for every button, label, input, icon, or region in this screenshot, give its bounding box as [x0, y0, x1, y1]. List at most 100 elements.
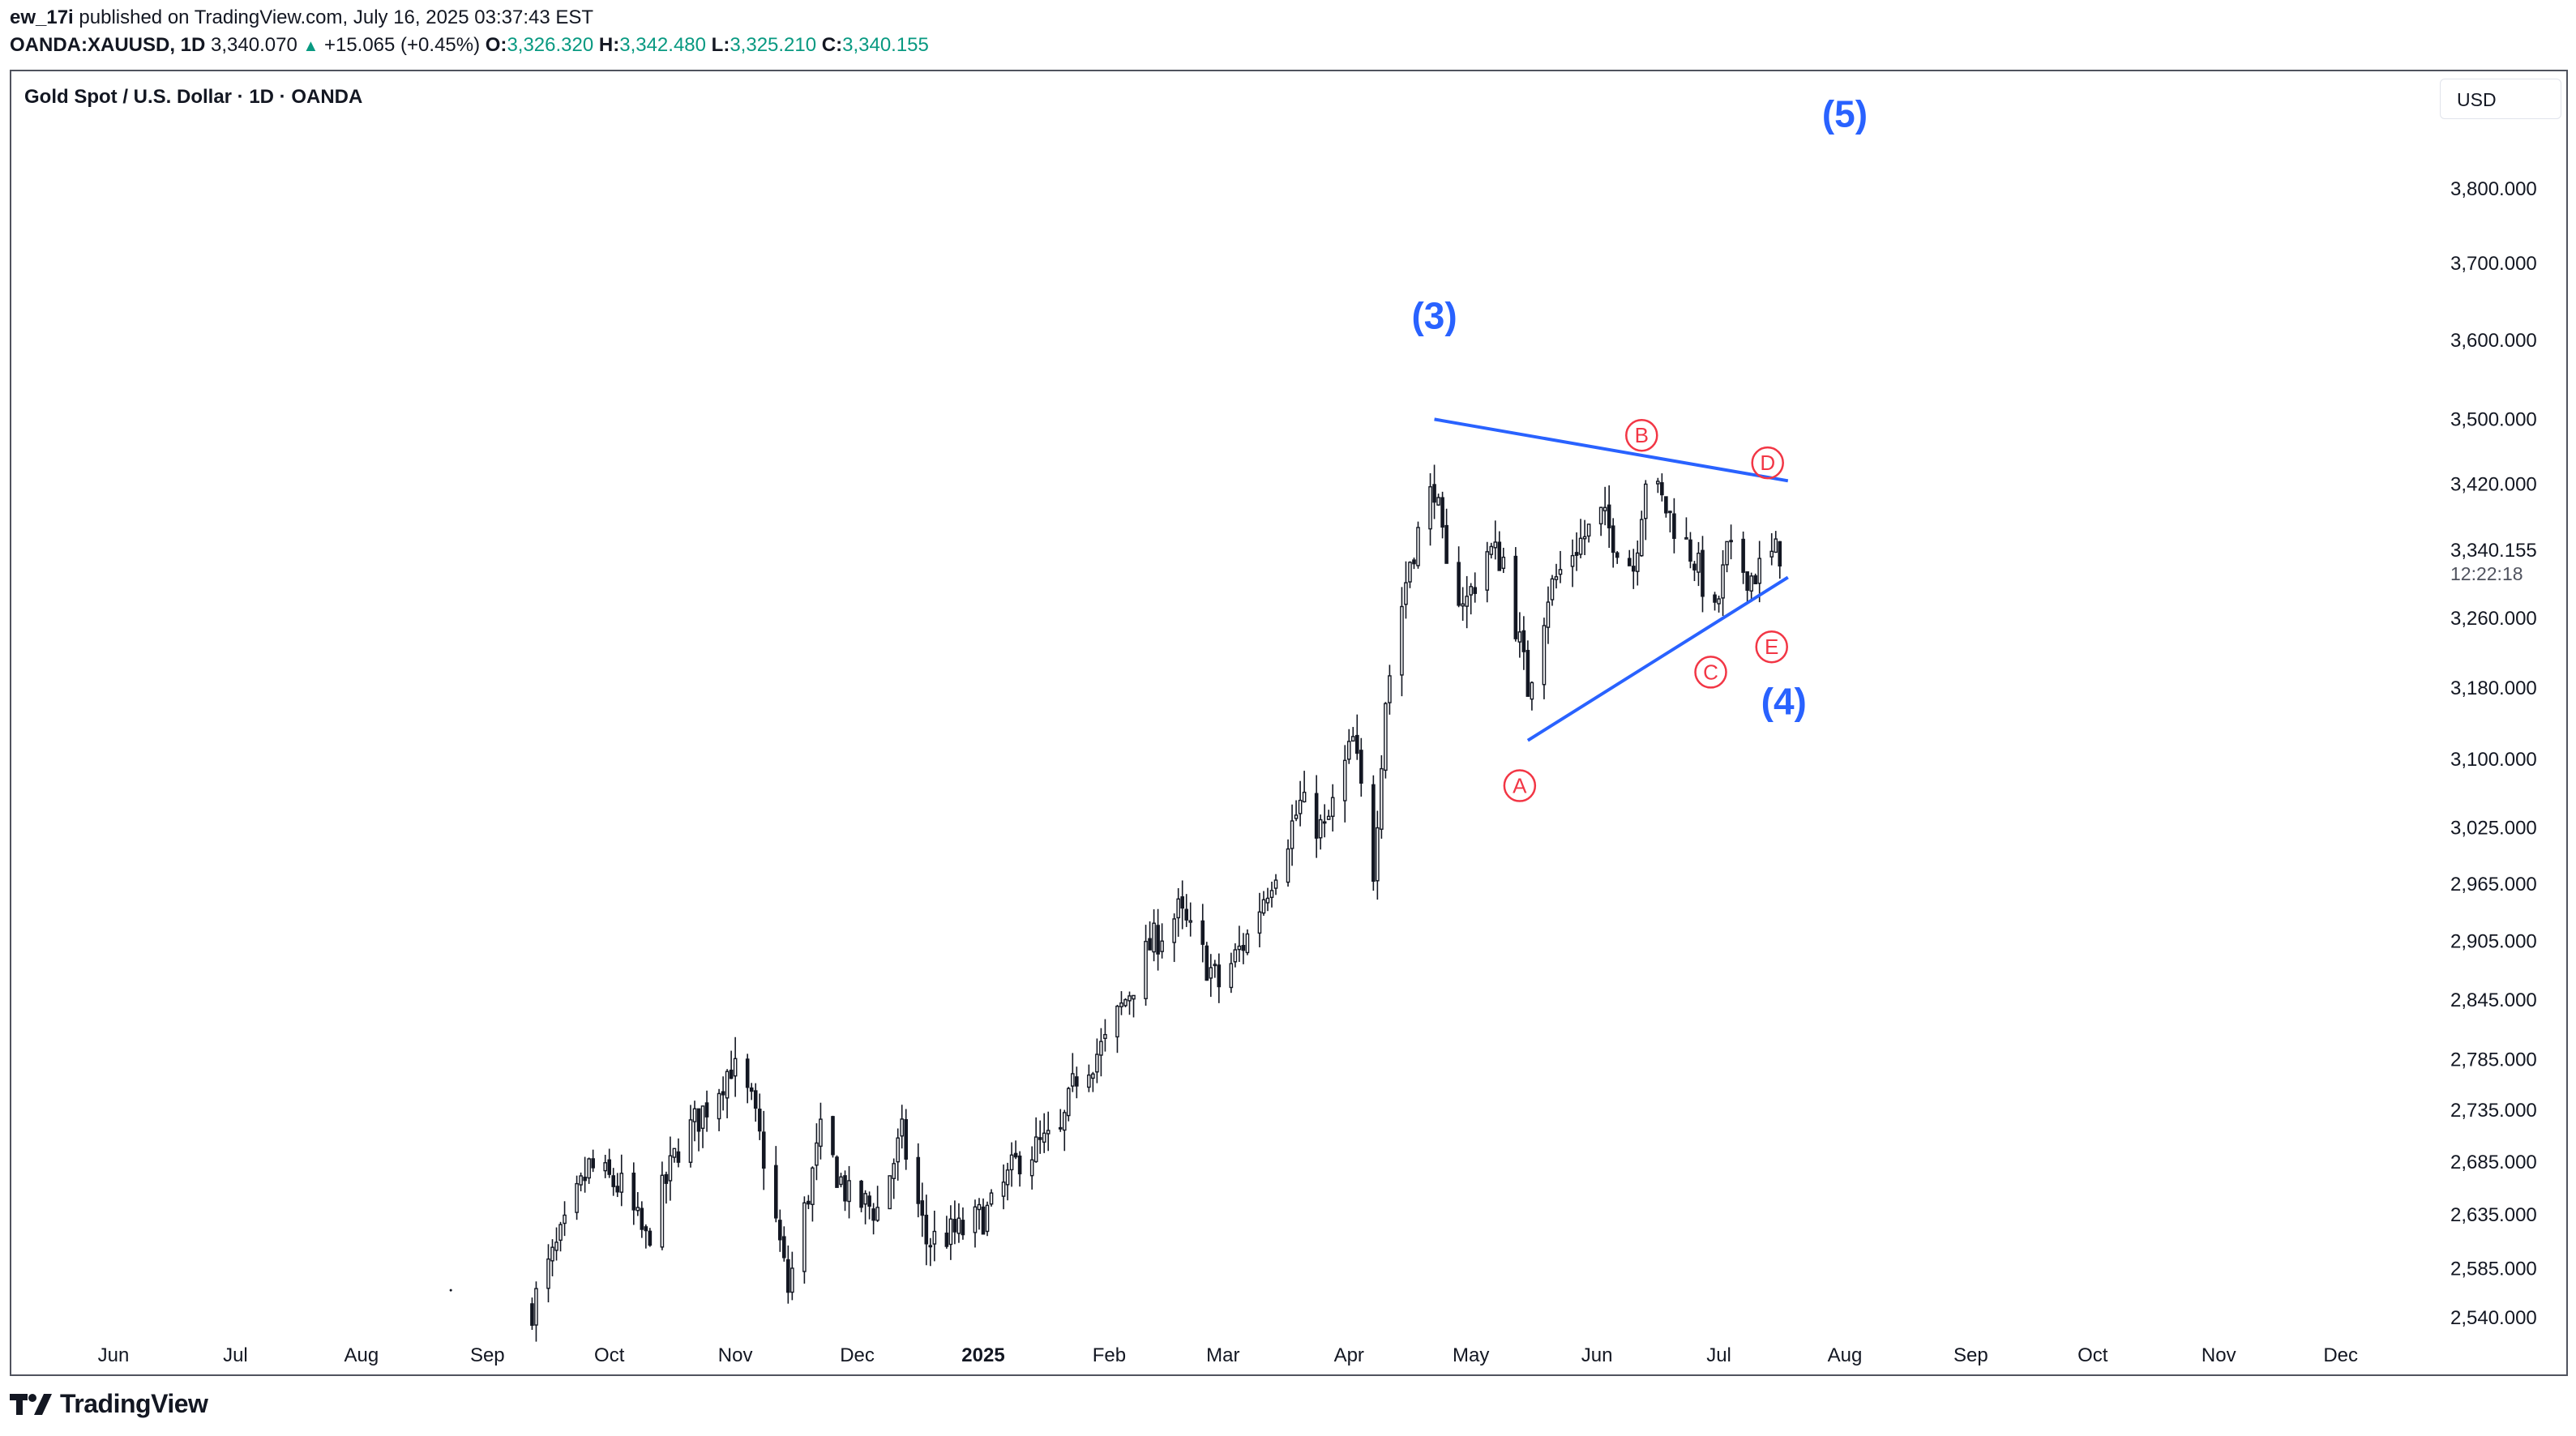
currency-selector[interactable]: USD: [2440, 79, 2561, 119]
candle-up: [863, 1193, 867, 1205]
y-axis-tick-label: 2,905.000: [2450, 931, 2537, 953]
candle-up: [1033, 1136, 1038, 1163]
candle-down: [745, 1058, 750, 1088]
x-axis-tick-label: 2025: [961, 1344, 1004, 1366]
triangle-lower-line[interactable]: [1526, 575, 1789, 742]
candle-up: [1717, 598, 1721, 605]
candle-down: [1148, 938, 1152, 951]
candle-up: [672, 1148, 677, 1158]
candle-up: [1388, 675, 1392, 703]
chart-dot: [449, 1289, 452, 1292]
candle-down: [920, 1200, 925, 1216]
candle-up: [1697, 552, 1701, 573]
candle-up: [1009, 1154, 1014, 1171]
y-axis-tick-label: 3,025.000: [2450, 818, 2537, 840]
candle-down: [924, 1214, 929, 1245]
candle-up: [875, 1207, 879, 1221]
candle-up: [1350, 736, 1355, 742]
candle-up: [1774, 538, 1778, 553]
candle-up: [1542, 625, 1547, 686]
triangle-upper-line[interactable]: [1434, 417, 1789, 483]
x-axis-tick-label: Dec: [2323, 1344, 2358, 1366]
close-value: 3,340.155: [842, 34, 929, 56]
candle-down: [704, 1102, 709, 1118]
candle-up: [1465, 596, 1469, 607]
candle-down: [952, 1219, 957, 1233]
candle-down: [1745, 571, 1749, 591]
candle-up: [802, 1202, 807, 1272]
symbol-label: OANDA:XAUUSD, 1D: [10, 34, 206, 56]
x-axis-tick-label: Oct: [2077, 1344, 2108, 1366]
last-price-label: 3,340.155: [2450, 540, 2537, 562]
candle-up: [1261, 899, 1266, 914]
candle-up: [668, 1155, 673, 1182]
candle-down: [648, 1230, 653, 1246]
candle-up: [1257, 911, 1262, 934]
open-label: O:: [485, 34, 507, 56]
y-axis-tick-label: 2,685.000: [2450, 1152, 2537, 1173]
candle-down: [1778, 541, 1782, 567]
x-axis-tick-label: Nov: [718, 1344, 753, 1366]
candle-up: [725, 1071, 730, 1099]
candle-up: [900, 1118, 905, 1137]
candle-down: [1457, 562, 1461, 606]
candle-up: [1598, 506, 1603, 525]
candle-up: [1188, 920, 1193, 923]
candle-down: [644, 1226, 648, 1232]
candle-up: [1749, 575, 1753, 592]
candle-up: [1757, 558, 1761, 584]
candle-down: [782, 1236, 786, 1259]
candle-up: [1046, 1130, 1051, 1135]
candle-down: [757, 1109, 762, 1132]
wave-4-label: (4): [1761, 681, 1807, 723]
x-axis-tick-label: Jun: [98, 1344, 130, 1366]
change-value: +15.065 (+0.45%): [323, 34, 481, 56]
candle-up: [1404, 582, 1408, 605]
publish-info: ew_17i published on TradingView.com, Jul…: [10, 6, 593, 29]
candle-up: [1416, 527, 1420, 566]
candle-down: [1611, 525, 1615, 553]
candle-up: [1380, 767, 1384, 830]
candle-down: [807, 1200, 811, 1205]
candle-up: [1582, 536, 1587, 540]
candle-down: [1521, 630, 1526, 652]
low-value: 3,325.210: [730, 34, 817, 56]
candle-down: [1729, 540, 1733, 543]
wave-b-circle: [1625, 418, 1658, 452]
y-axis-tick-label: 3,180.000: [2450, 677, 2537, 699]
candle-down: [761, 1131, 766, 1169]
candle-up: [550, 1246, 554, 1262]
candle-down: [1497, 541, 1502, 571]
tradingview-logo[interactable]: TradingView: [10, 1389, 208, 1419]
candle-down: [1607, 504, 1611, 528]
candle-up: [1029, 1159, 1034, 1177]
candle-up: [956, 1217, 961, 1234]
candle-up: [1103, 1033, 1107, 1040]
y-axis-tick-label: 3,700.000: [2450, 253, 2537, 275]
candle-up: [790, 1267, 794, 1293]
wave-d-circle: [1751, 446, 1784, 480]
candle-up: [948, 1218, 953, 1246]
candle-up: [1330, 797, 1335, 817]
high-value: 3,342.480: [619, 34, 706, 56]
candle-up: [603, 1162, 607, 1172]
candle-up: [1273, 879, 1278, 889]
x-axis-tick-label: Aug: [1828, 1344, 1863, 1366]
candle-up: [1071, 1073, 1075, 1087]
candle-up: [1554, 576, 1559, 580]
candle-up: [717, 1092, 721, 1120]
candle-up: [733, 1058, 738, 1077]
candle-up: [1087, 1074, 1091, 1088]
candle-down: [583, 1177, 587, 1182]
wave-c-circle: [1694, 656, 1727, 689]
candle-up: [660, 1174, 665, 1248]
y-axis-tick-label: 3,600.000: [2450, 330, 2537, 352]
candle-down: [1664, 496, 1668, 514]
candle-up: [1725, 541, 1729, 566]
x-axis-tick-label: Dec: [840, 1344, 875, 1366]
candle-up: [1095, 1053, 1099, 1073]
candle-down: [1444, 524, 1448, 564]
candle-up: [619, 1173, 624, 1193]
x-axis-tick-label: Sep: [470, 1344, 505, 1366]
